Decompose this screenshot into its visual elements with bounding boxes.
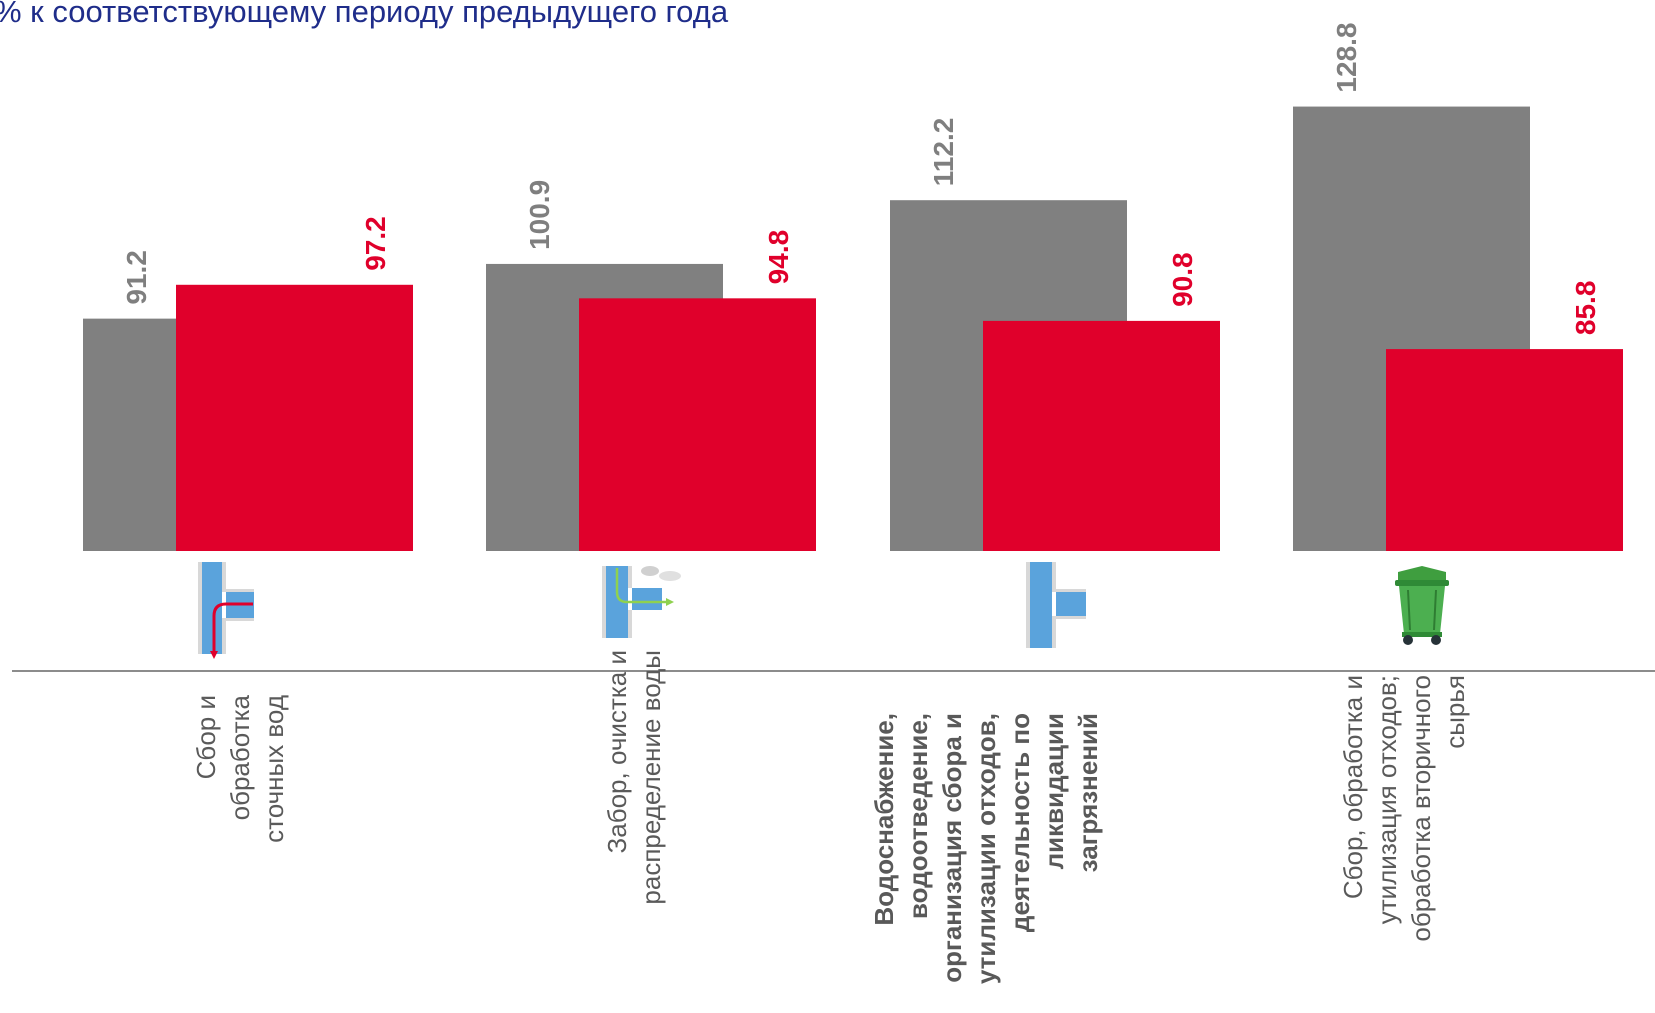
category-label-wastewater: Сбор и обработка сточных вод bbox=[191, 695, 289, 843]
value-label-current-2: 90.8 bbox=[1167, 252, 1198, 307]
value-label-group: 91.2 100.9 112.2 128.8 97.2 94.8 90.8 85.8 bbox=[121, 22, 1601, 335]
value-label-previous-3: 128.8 bbox=[1331, 22, 1362, 92]
pipe-tee-icon bbox=[1026, 562, 1086, 648]
value-label-previous-1: 100.9 bbox=[524, 180, 555, 250]
bar-current-1 bbox=[579, 298, 816, 551]
chart-area: 91.2 100.9 112.2 128.8 97.2 94.8 90.8 85.8 bbox=[12, 22, 1655, 672]
category-label-waste-processing: Сбор, обработка и утилизация отходов; об… bbox=[1338, 675, 1470, 942]
waste-container-icon bbox=[1395, 566, 1449, 645]
bar-current-2 bbox=[983, 320, 1220, 551]
value-label-current-1: 94.8 bbox=[763, 230, 794, 285]
category-label-water-intake: Забор, очистка и распределение воды bbox=[602, 650, 666, 905]
bar-group bbox=[83, 106, 1623, 552]
pipe-intake-icon bbox=[602, 566, 681, 638]
bar-current-3 bbox=[1386, 349, 1623, 551]
bar-current-0 bbox=[176, 284, 413, 551]
value-label-current-0: 97.2 bbox=[360, 216, 391, 271]
category-label-water-supply-waste: Водоснабжение, водоотведение, организаци… bbox=[869, 713, 1103, 985]
value-label-previous-2: 112.2 bbox=[928, 118, 959, 187]
value-label-current-3: 85.8 bbox=[1570, 281, 1601, 336]
pipe-drain-icon bbox=[198, 562, 254, 659]
value-label-previous-0: 91.2 bbox=[121, 250, 152, 305]
chart-title: % к соответствующему периоду предыдущего… bbox=[0, 0, 729, 29]
